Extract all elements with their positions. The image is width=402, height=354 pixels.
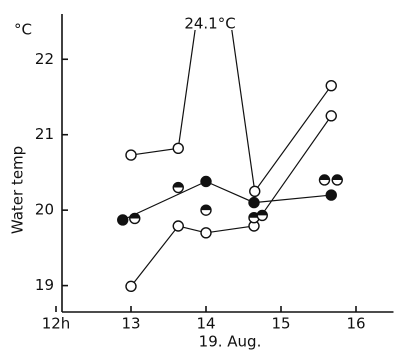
point	[325, 189, 337, 201]
point-half	[201, 205, 211, 211]
y-unit: °C	[14, 21, 32, 39]
series-line	[130, 30, 332, 193]
point	[325, 79, 337, 92]
x-tick-label: 14	[196, 315, 215, 333]
point-half	[249, 212, 259, 218]
point	[325, 110, 337, 122]
y-tick-label: 21	[35, 125, 54, 143]
series-line	[122, 180, 332, 221]
annotation: 24.1°C	[184, 15, 235, 33]
x-tick-label: 15	[271, 315, 290, 333]
point	[172, 220, 184, 232]
point	[117, 214, 129, 226]
point-half	[319, 174, 330, 180]
plot-area	[117, 30, 343, 293]
series-line	[130, 115, 332, 287]
point-half	[257, 210, 268, 216]
point	[125, 280, 137, 293]
x-tick-label: 16	[346, 315, 365, 333]
point-half	[332, 174, 343, 180]
y-tick-label: 22	[35, 50, 54, 68]
point	[200, 175, 212, 188]
y-tick-label: 20	[35, 201, 54, 219]
point-half	[129, 213, 140, 219]
x-axis-label: 19. Aug.	[199, 333, 262, 351]
point-half	[173, 182, 184, 188]
x-tick-label: 13	[121, 315, 140, 333]
x-tick-label: 12h	[42, 315, 71, 333]
point	[172, 142, 184, 154]
y-tick-label: 19	[35, 276, 54, 294]
point	[248, 196, 260, 209]
point	[125, 149, 137, 161]
point	[200, 227, 212, 239]
y-axis-label: Water temp	[9, 146, 27, 234]
point	[249, 185, 261, 197]
